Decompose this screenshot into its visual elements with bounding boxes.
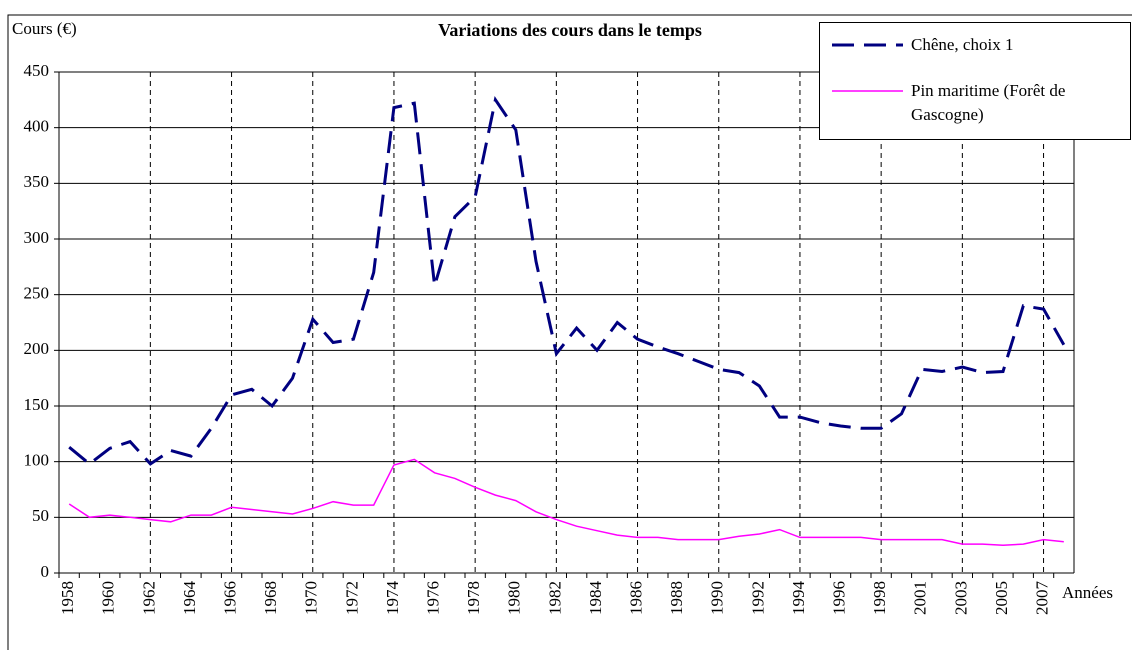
x-tick-label: 1968 <box>261 581 280 615</box>
y-tick-label: 150 <box>24 395 50 414</box>
x-tick-label: 1984 <box>586 581 605 616</box>
x-tick-label: 2001 <box>911 581 930 615</box>
chart-frame <box>7 14 1132 650</box>
x-tick-label: 2007 <box>1032 581 1051 616</box>
x-axis-label: Années <box>1062 583 1113 602</box>
x-tick-label: 1972 <box>342 581 361 615</box>
x-tick-label: 1986 <box>626 581 645 615</box>
y-axis-label: Cours (€) <box>12 19 77 38</box>
chart-title: Variations des cours dans le temps <box>438 20 702 40</box>
x-tick-label: 1966 <box>220 581 239 615</box>
legend-entry: Chêne, choix 1 <box>830 33 1131 57</box>
x-tick-label: 1960 <box>99 581 118 615</box>
legend-label: Pin maritime (Forêt de Gascogne) <box>911 81 1066 124</box>
x-tick-label: 1988 <box>667 581 686 615</box>
y-tick-label: 300 <box>24 228 50 247</box>
x-tick-label: 1978 <box>464 581 483 615</box>
y-tick-label: 100 <box>24 451 50 470</box>
x-tick-label: 1962 <box>139 581 158 615</box>
x-tick-label: 1980 <box>505 581 524 615</box>
x-tick-label: 2005 <box>992 581 1011 615</box>
x-tick-label: 1990 <box>708 581 727 615</box>
x-tick-label: 1970 <box>302 581 321 615</box>
y-tick-label: 400 <box>24 117 50 136</box>
x-tick-label: 1974 <box>383 581 402 616</box>
legend-label: Chêne, choix 1 <box>911 35 1014 54</box>
y-tick-label: 250 <box>24 284 50 303</box>
x-tick-label: 1996 <box>829 581 848 615</box>
x-tick-label: 1998 <box>870 581 889 615</box>
y-tick-label: 200 <box>24 339 50 358</box>
legend: Chêne, choix 1 Pin maritime (Forêt de Gas… <box>819 22 1131 140</box>
y-tick-label: 450 <box>24 61 50 80</box>
x-tick-label: 1982 <box>545 581 564 615</box>
legend-swatch <box>832 43 903 47</box>
y-tick-label: 50 <box>32 506 49 525</box>
x-tick-label: 1958 <box>58 581 77 615</box>
series-line <box>68 96 1066 466</box>
x-tick-label: 1994 <box>789 581 808 616</box>
x-tick-label: 1964 <box>180 581 199 616</box>
legend-entry: Pin maritime (Forêt de Gascogne) <box>830 79 1131 127</box>
y-tick-label: 0 <box>41 562 50 581</box>
y-tick-label: 350 <box>24 172 50 191</box>
x-tick-label: 1976 <box>423 581 442 615</box>
legend-swatch <box>832 90 903 92</box>
series-line <box>68 458 1064 546</box>
x-tick-label: 1992 <box>748 581 767 615</box>
x-tick-label: 2003 <box>951 581 970 615</box>
